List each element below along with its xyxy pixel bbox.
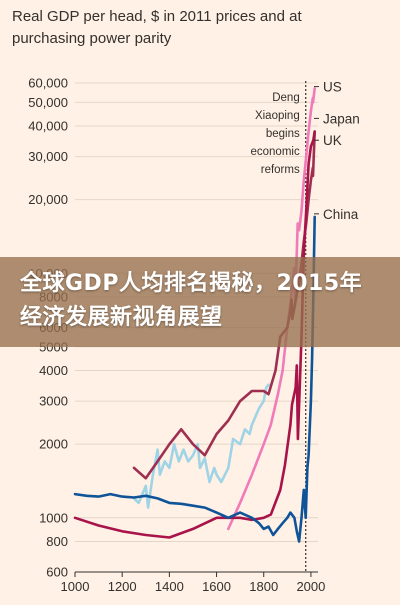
y-tick-label: 1000 [39,510,68,525]
series-label-japan: Japan [323,111,360,126]
annotation-line: Deng [272,92,300,104]
chart-title: Real GDP per head, $ in 2011 prices and … [12,8,302,47]
x-tick-label: 1000 [61,579,90,594]
x-tick-label: 1600 [202,579,231,594]
y-tick-label: 600 [46,565,68,580]
y-tick-label: 3000 [39,394,68,409]
x-tick-label: 1400 [155,579,184,594]
x-tick-label: 1200 [108,579,137,594]
y-tick-label: 2000 [39,437,68,452]
banner-headline: 全球GDP人均排名揭秘，2015年经济发展新视角展望 [20,271,363,330]
series-label-uk: UK [323,133,342,148]
y-tick-label: 40,000 [28,119,68,134]
y-tick-label: 60,000 [28,76,68,91]
series-line-china [73,215,316,543]
y-tick-label: 20,000 [28,192,68,207]
y-tick-label: 50,000 [28,95,68,110]
series-labels: US Japan UK China [314,80,360,222]
x-tick-label: 2000 [296,579,325,594]
series-line-other [132,383,270,509]
y-tick-label: 800 [46,534,68,549]
x-axis: 1000 1200 1400 1600 1800 2000 [61,571,325,594]
annotation-line: Xiaoping [255,110,300,122]
series-label-china: China [323,207,359,222]
annotation-line: economic [251,146,300,158]
annotation-line: begins [266,128,300,140]
y-tick-label: 30,000 [28,149,68,164]
x-tick-label: 1800 [249,579,278,594]
overlay-banner [0,257,400,347]
y-tick-label: 4000 [39,363,68,378]
annotation-line: reforms [261,164,300,176]
series-line-japan [73,130,316,539]
series-label-us: US [323,80,342,95]
